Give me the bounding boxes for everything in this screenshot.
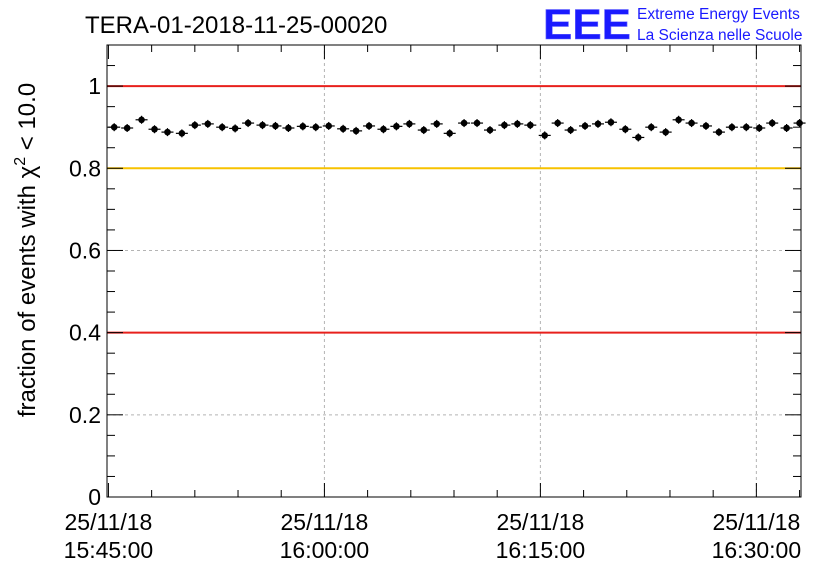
data-point <box>675 116 682 124</box>
data-point <box>796 119 803 127</box>
x-tick-label-time: 16:15:00 <box>496 537 586 563</box>
data-point <box>393 123 400 130</box>
data-point <box>123 124 131 132</box>
y-tick-label: 0.4 <box>69 320 101 346</box>
data-point <box>662 128 669 136</box>
chart-title: TERA-01-2018-11-25-00020 <box>85 12 387 39</box>
data-point <box>285 124 292 132</box>
eee-logo-line1: Extreme Energy Events <box>637 6 800 23</box>
threshold-lines <box>107 85 801 334</box>
data-point <box>433 120 441 128</box>
data-point <box>647 123 655 131</box>
y-tick-label: 0 <box>88 484 101 510</box>
data-point <box>191 121 199 129</box>
data-point <box>272 122 279 130</box>
data-point <box>514 120 521 128</box>
data-point <box>688 119 695 127</box>
data-point <box>178 130 186 137</box>
data-point <box>231 125 239 132</box>
data-point <box>164 128 171 136</box>
data-point <box>755 124 763 132</box>
y-tick-label: 0.6 <box>69 237 101 263</box>
y-tick-labels: 0 0.2 0.4 0.6 0.8 1 <box>69 73 101 510</box>
data-point <box>244 119 252 127</box>
data-point <box>742 123 750 131</box>
data-point <box>380 125 387 133</box>
data-point <box>715 128 723 136</box>
data-point <box>420 126 428 134</box>
axis-ticks <box>107 45 801 498</box>
y-tick-label: 0.2 <box>69 402 101 428</box>
data-points <box>108 115 806 142</box>
data-point <box>259 121 266 129</box>
data-point <box>204 120 212 128</box>
data-point <box>406 120 413 128</box>
data-point <box>702 122 710 130</box>
y-axis-title-sup: 2 <box>12 157 29 166</box>
data-point <box>581 122 589 130</box>
data-point <box>325 122 333 130</box>
data-point <box>339 125 347 133</box>
x-tick-label-time: 15:45:00 <box>64 537 154 563</box>
data-point <box>783 124 790 132</box>
data-point <box>473 119 481 127</box>
y-axis-title-tail: < 10.0 <box>14 83 41 157</box>
eee-logo-mark: EEE <box>543 1 631 49</box>
data-point <box>728 123 736 131</box>
x-tick-label-date: 25/11/18 <box>65 509 153 535</box>
data-point <box>460 119 468 127</box>
data-point <box>501 121 508 129</box>
x-tick-label-date: 25/11/18 <box>281 509 369 535</box>
data-point <box>622 125 629 133</box>
y-tick-label: 1 <box>88 73 101 99</box>
x-tick-label-time: 16:30:00 <box>712 537 802 563</box>
data-point <box>218 123 226 131</box>
data-point <box>768 119 776 127</box>
data-point <box>365 122 373 130</box>
eee-logo: EEE Extreme Energy Events La Scienza nel… <box>543 1 803 50</box>
data-point <box>594 120 602 128</box>
data-point <box>446 130 453 137</box>
data-point <box>138 116 145 124</box>
data-point <box>151 125 158 133</box>
data-point <box>634 134 642 141</box>
x-tick-label-time: 16:00:00 <box>280 537 370 563</box>
data-point <box>527 121 534 129</box>
data-point <box>607 118 615 126</box>
eee-logo-line2: La Scienza nelle Scuole <box>637 27 802 44</box>
data-point <box>567 126 574 134</box>
x-tick-label-date: 25/11/18 <box>712 509 800 535</box>
x-tick-labels: 25/11/1815:45:0025/11/1816:00:0025/11/18… <box>64 509 801 563</box>
y-axis-title-main: fraction of events with χ <box>14 165 41 417</box>
data-point <box>352 127 360 135</box>
data-point <box>486 126 494 134</box>
data-point <box>312 123 320 131</box>
data-point <box>299 123 307 130</box>
y-axis-title: fraction of events with χ2 < 10.0 <box>12 83 41 417</box>
data-point <box>554 119 561 127</box>
x-tick-label-date: 25/11/18 <box>496 509 584 535</box>
y-tick-label: 0.8 <box>69 155 101 181</box>
data-point <box>541 132 549 139</box>
